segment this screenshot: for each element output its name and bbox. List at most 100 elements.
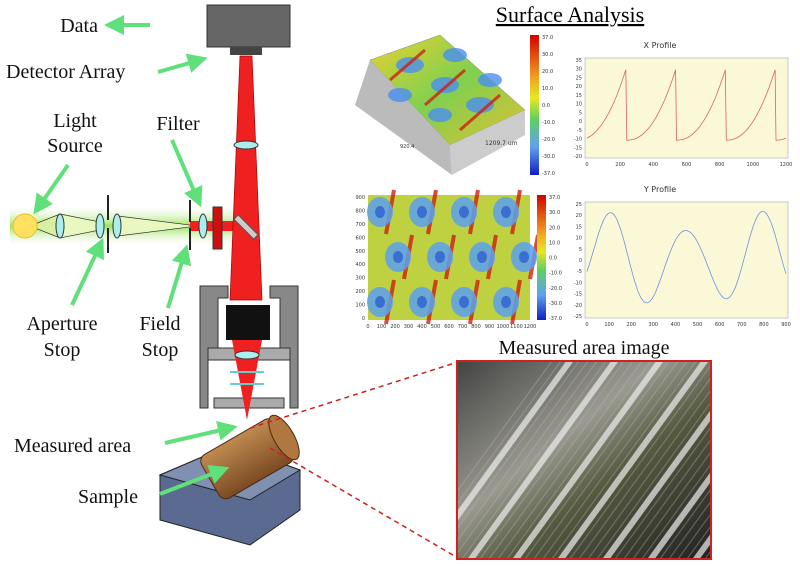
tick-label: -20 bbox=[574, 154, 582, 160]
stripe bbox=[706, 350, 800, 566]
arrow bbox=[70, 237, 104, 306]
tick-label: 700 bbox=[355, 222, 365, 228]
x-profile-plot bbox=[584, 57, 789, 159]
stripe bbox=[659, 489, 710, 558]
label: Sample bbox=[78, 486, 138, 508]
stripe bbox=[468, 362, 618, 558]
label: Stop bbox=[142, 339, 179, 361]
label: Measured area bbox=[14, 435, 131, 457]
colorbar bbox=[537, 195, 546, 320]
stripe bbox=[524, 362, 670, 558]
tick-label: -5 bbox=[577, 269, 582, 275]
red-beam bbox=[229, 55, 263, 301]
stripe bbox=[751, 350, 800, 566]
lens bbox=[234, 350, 260, 360]
valley-core bbox=[375, 206, 385, 218]
plot-title: Y Profile bbox=[643, 185, 676, 194]
photo-frame bbox=[456, 360, 712, 560]
tick-label: 15 bbox=[576, 224, 582, 230]
map-2d bbox=[367, 189, 540, 325]
lens bbox=[233, 140, 259, 150]
label: Detector Array bbox=[6, 61, 125, 83]
stripe bbox=[461, 362, 607, 558]
tick-label: 400 bbox=[649, 162, 659, 168]
stripe bbox=[677, 513, 710, 558]
tick-label: 600 bbox=[355, 235, 365, 241]
stripe bbox=[542, 362, 688, 558]
housing bbox=[199, 285, 229, 409]
tick-label: 0 bbox=[579, 119, 582, 125]
valley-core bbox=[519, 251, 529, 263]
tick-label: 20 bbox=[576, 84, 582, 90]
lens bbox=[95, 213, 105, 239]
tick-label: 500 bbox=[355, 249, 365, 255]
valley-core bbox=[375, 296, 385, 308]
tick-label: 200 bbox=[626, 322, 636, 328]
tick-label: 800 bbox=[759, 322, 769, 328]
stripe bbox=[704, 551, 710, 558]
label: Stop bbox=[44, 339, 81, 361]
stripe bbox=[551, 362, 697, 558]
stripe bbox=[479, 362, 625, 558]
stripe bbox=[715, 350, 800, 566]
tick-label: 500 bbox=[431, 324, 441, 330]
link bbox=[249, 361, 459, 429]
tick-label: 700 bbox=[737, 322, 747, 328]
tick-label: 20.0 bbox=[542, 69, 553, 75]
stripe bbox=[632, 452, 710, 558]
tick-label: 400 bbox=[355, 262, 365, 268]
detector bbox=[206, 4, 291, 48]
stripe bbox=[458, 362, 573, 521]
lens bbox=[112, 213, 122, 239]
stripe bbox=[596, 402, 710, 558]
label: Filter bbox=[156, 113, 200, 135]
tick-label: -15 bbox=[574, 292, 582, 298]
stripe bbox=[458, 362, 598, 554]
tick-label: -10.0 bbox=[542, 120, 555, 126]
tick-label: 1000 bbox=[746, 162, 759, 168]
arrow bbox=[164, 420, 238, 445]
housing bbox=[269, 285, 299, 409]
stripe bbox=[668, 501, 710, 558]
tick-label: 0 bbox=[362, 316, 365, 322]
section-title: Measured area image bbox=[498, 337, 669, 359]
tick-label: 37.0 bbox=[542, 35, 553, 41]
stripe bbox=[686, 526, 710, 558]
valley-core bbox=[459, 206, 469, 218]
arrow bbox=[33, 163, 70, 215]
tick-label: -15 bbox=[574, 145, 582, 151]
colorbar bbox=[530, 35, 539, 175]
tick-label: 15 bbox=[576, 93, 582, 99]
label: Aperture bbox=[26, 313, 97, 335]
tick-label: 700 bbox=[458, 324, 468, 330]
tick-label: -20.0 bbox=[549, 286, 562, 292]
tick-label: 800 bbox=[715, 162, 725, 168]
tick-label: 200 bbox=[390, 324, 400, 330]
stripe bbox=[569, 365, 710, 558]
tick-label: 20 bbox=[576, 213, 582, 219]
valley-core bbox=[417, 206, 427, 218]
tick-label: 0.0 bbox=[542, 103, 550, 109]
lens bbox=[55, 213, 65, 239]
tick-label: 100 bbox=[355, 303, 365, 309]
link bbox=[269, 447, 459, 559]
label: Field bbox=[139, 313, 180, 335]
tick-label: -10.0 bbox=[549, 271, 562, 277]
tick-label: 800 bbox=[471, 324, 481, 330]
beam-splitter bbox=[233, 214, 259, 240]
tick-label: -10 bbox=[574, 137, 582, 143]
valley-core bbox=[459, 296, 469, 308]
tick-label: 0 bbox=[366, 324, 369, 330]
label: Data bbox=[60, 15, 98, 37]
tick-label: 30 bbox=[576, 67, 582, 73]
arrow bbox=[166, 244, 192, 309]
arrow bbox=[157, 53, 208, 74]
tick-label: 800 bbox=[355, 208, 365, 214]
tick-label: 200 bbox=[355, 289, 365, 295]
tick-label: 300 bbox=[649, 322, 659, 328]
y-profile-line bbox=[586, 211, 787, 304]
stripe bbox=[648, 472, 710, 558]
stripe bbox=[614, 427, 710, 558]
tick-label: 900 bbox=[355, 195, 365, 201]
label: Source bbox=[47, 135, 103, 157]
